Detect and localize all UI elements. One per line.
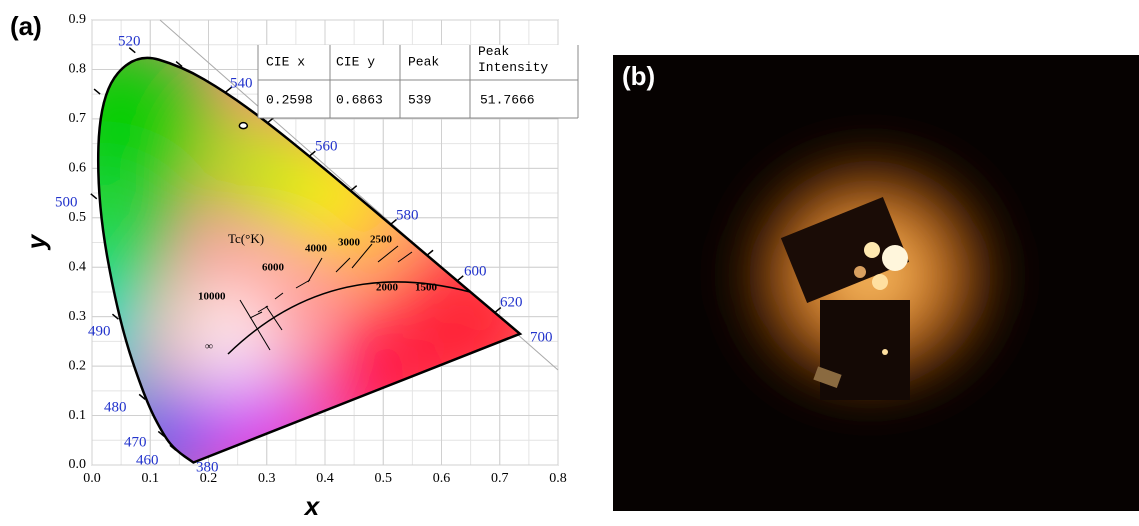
isotherm — [377, 245, 399, 263]
locus-tick — [426, 249, 434, 256]
table-cell: 0.2598 — [266, 92, 313, 107]
locus-tick — [111, 313, 119, 320]
y-tick-label: 0.2 — [69, 358, 87, 373]
table-cell: 539 — [408, 92, 431, 107]
x-tick-label: 0.6 — [433, 471, 451, 486]
isotherm — [397, 251, 413, 263]
x-tick-label: 0.3 — [258, 471, 276, 486]
locus-tick — [169, 444, 177, 451]
wavelength-label: 460 — [136, 452, 159, 468]
locus-tick — [128, 47, 136, 54]
light-spot — [864, 242, 880, 258]
isotherm — [249, 311, 263, 319]
panel-label: (b) — [622, 61, 655, 91]
y-tick-label: 0.0 — [69, 457, 87, 472]
locus-tick — [175, 60, 183, 68]
isotherm — [239, 299, 271, 351]
isotherm-label: ∞ — [205, 341, 213, 353]
isotherm-label: 4000 — [305, 243, 328, 255]
planck-locus — [227, 281, 471, 355]
y-tick-label: 0.8 — [69, 62, 87, 77]
isotherm — [351, 243, 373, 269]
table-header: CIE y — [336, 54, 375, 69]
wavelength-label: 580 — [396, 207, 419, 223]
locus-tick — [267, 117, 275, 124]
wavelength-label: 380 — [196, 459, 219, 475]
wavelength-label: 480 — [104, 399, 127, 415]
chip — [780, 196, 910, 304]
light-spot — [872, 274, 888, 290]
locus-tick — [138, 393, 146, 400]
tc-label: Tc(°K) — [228, 231, 264, 246]
locus-tick — [90, 193, 98, 200]
x-tick-label: 0.0 — [83, 471, 101, 486]
locus-tick — [494, 306, 502, 314]
gamut-blob — [98, 57, 210, 210]
data-table: CIE x CIE y Peak Peak Intensity 0.2598 0.6863… — [257, 44, 579, 119]
table-cell: 0.6863 — [336, 92, 383, 107]
x-tick-label: 0.2 — [200, 471, 218, 486]
light-spot — [854, 266, 866, 278]
wavelength-label: 500 — [55, 194, 78, 210]
y-tick-label: 0.4 — [69, 259, 87, 274]
x-tick-label: 0.1 — [142, 471, 160, 486]
table-header-wrap: Peak Intensity — [478, 44, 549, 75]
y-axis-label: y — [21, 233, 51, 251]
gamut-blob — [210, 120, 310, 220]
isotherm — [265, 305, 283, 331]
wavelength-label: 520 — [118, 33, 141, 49]
wavelength-label: 560 — [315, 138, 338, 154]
gamut-blob — [175, 275, 285, 385]
x-tick-label: 0.7 — [491, 471, 509, 486]
photo-content — [720, 135, 1020, 415]
locus-tick — [456, 275, 464, 282]
panel-label: (a) — [10, 11, 42, 41]
x-tick-label: 0.4 — [316, 471, 334, 486]
chip-edge — [813, 366, 842, 389]
locus-tick — [225, 86, 233, 93]
isotherm-label: 10000 — [198, 291, 226, 303]
locus-tick — [350, 185, 358, 192]
isotherm-label: 1500 — [415, 282, 438, 294]
x-axis-label: x — [303, 491, 321, 521]
table-header: Peak — [408, 54, 439, 69]
wavelength-label: 540 — [230, 75, 253, 91]
light-spot — [882, 349, 888, 355]
isotherm — [307, 257, 323, 283]
isotherm — [295, 279, 311, 289]
y-tick-label: 0.6 — [69, 161, 87, 176]
table-header: CIE x — [266, 54, 305, 69]
wavelength-label: 700 — [530, 329, 553, 345]
wavelength-label: 470 — [124, 434, 147, 450]
isotherm — [274, 292, 284, 300]
table-header: Peak Intensity — [478, 44, 549, 75]
point — [238, 121, 249, 130]
locus-tick — [390, 218, 398, 225]
y-tick-label: 0.9 — [69, 12, 87, 27]
y-tick-label: 0.3 — [69, 309, 87, 324]
y-tick-label: 0.5 — [69, 210, 87, 225]
wavelength-label: 600 — [464, 263, 487, 279]
isotherm-label: 2500 — [370, 234, 393, 246]
y-tick-label: 0.7 — [69, 111, 87, 126]
isotherm-label: 2000 — [376, 282, 399, 294]
locus-tick — [93, 88, 101, 95]
table-cell: 51.7666 — [480, 92, 535, 107]
locus-tick — [157, 430, 165, 437]
locus-tick — [308, 150, 316, 157]
spectral-locus — [96, 56, 523, 464]
table-bg — [258, 45, 578, 118]
wavelength-label: 490 — [88, 323, 111, 339]
light-spot — [882, 245, 908, 271]
x-tick-label: 0.5 — [375, 471, 393, 486]
y-tick-label: 0.1 — [69, 408, 87, 423]
isotherm-label: 3000 — [338, 237, 361, 249]
isotherm-label: 6000 — [262, 262, 285, 274]
x-tick-label: 0.8 — [549, 471, 567, 486]
isotherm — [335, 257, 351, 273]
wavelength-label: 620 — [500, 294, 523, 310]
